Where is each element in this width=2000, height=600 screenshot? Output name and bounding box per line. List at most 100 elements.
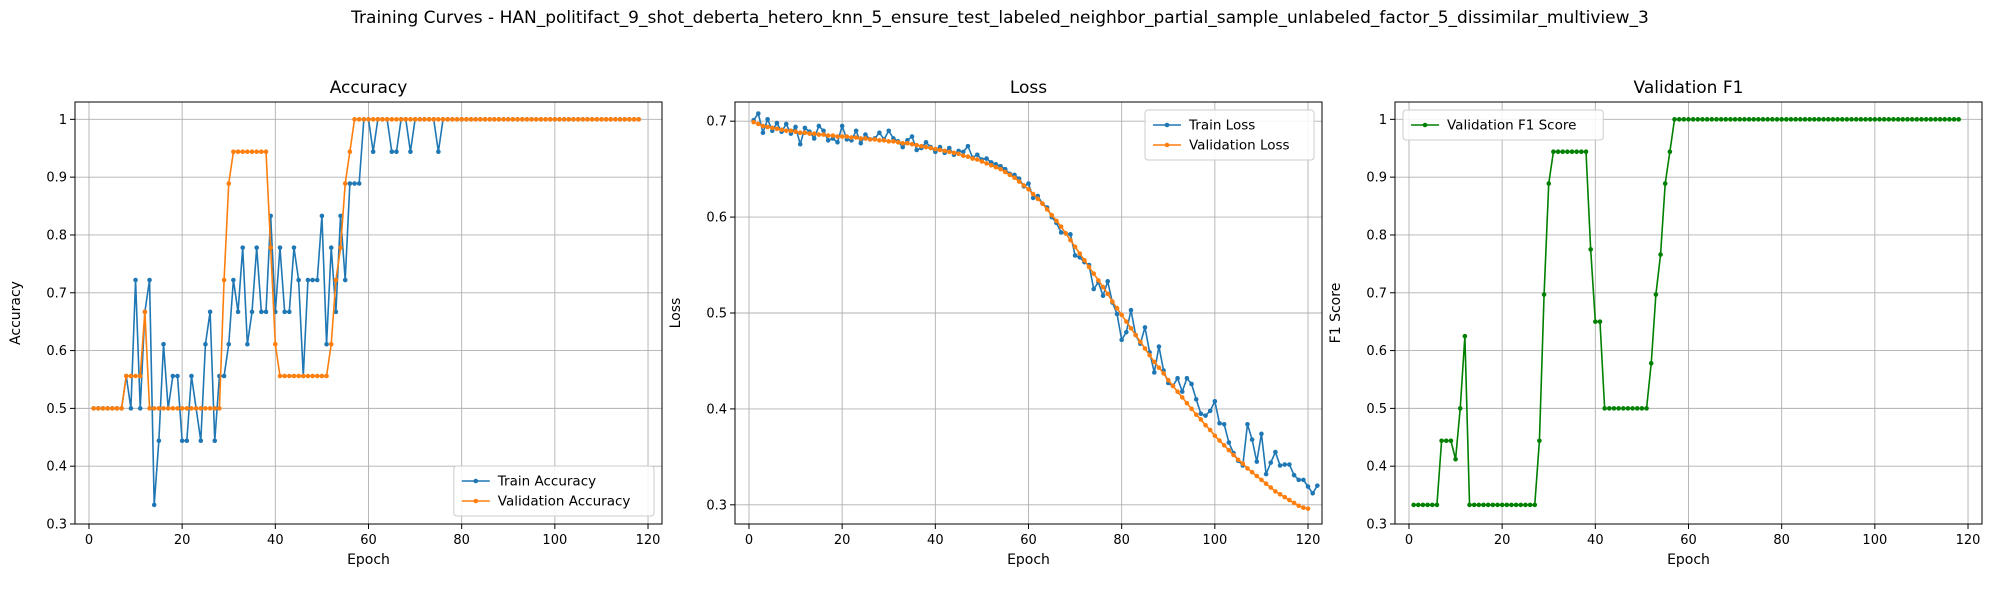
- y-tick-label: 0.6: [1366, 344, 1387, 359]
- series-point: [1909, 117, 1915, 122]
- series-point: [203, 341, 208, 347]
- series-point: [1648, 360, 1654, 366]
- series-point: [900, 144, 906, 150]
- series-point: [1597, 319, 1603, 324]
- series-point: [802, 130, 808, 135]
- series-point: [1881, 117, 1887, 122]
- series-point: [1212, 398, 1218, 404]
- series-point: [91, 406, 96, 411]
- series-point: [1217, 421, 1222, 426]
- series-point: [175, 406, 180, 411]
- series-point: [1513, 502, 1519, 508]
- series-point: [1867, 117, 1873, 122]
- series-point: [1420, 502, 1426, 508]
- y-axis-label: Accuracy: [8, 281, 24, 345]
- series-point: [408, 149, 413, 155]
- series-point: [1928, 117, 1934, 122]
- series-point: [487, 117, 492, 122]
- series-point: [1816, 117, 1822, 122]
- series-point: [245, 149, 250, 155]
- series-point: [1639, 406, 1645, 411]
- series-point: [1203, 422, 1208, 428]
- series-point: [816, 132, 822, 137]
- series-point: [1193, 412, 1199, 417]
- series-point: [956, 151, 961, 157]
- chart-title: Accuracy: [330, 78, 408, 98]
- series-point: [858, 136, 864, 141]
- series-point: [947, 145, 952, 151]
- series-point: [356, 181, 362, 186]
- series-point: [923, 144, 929, 150]
- series-point: [760, 130, 766, 135]
- series-point: [431, 117, 437, 122]
- series-point: [1490, 502, 1496, 508]
- series-point: [1453, 456, 1458, 462]
- series-point: [189, 373, 194, 379]
- series-point: [328, 245, 334, 250]
- series-point: [1058, 230, 1064, 235]
- series-point: [774, 126, 780, 132]
- series-point: [979, 159, 985, 164]
- series-point: [1415, 502, 1421, 508]
- series-point: [797, 141, 803, 147]
- series-point: [1310, 491, 1315, 496]
- series-point: [1221, 443, 1227, 448]
- series-point: [137, 373, 143, 379]
- series-point: [529, 117, 534, 122]
- series-point: [1560, 149, 1566, 155]
- series-point: [1532, 502, 1538, 508]
- series-point: [965, 154, 971, 159]
- x-axis-label: Epoch: [1667, 552, 1710, 568]
- series-point: [1895, 117, 1901, 122]
- y-tick-label: 1: [59, 113, 67, 128]
- series-point: [212, 406, 218, 411]
- series-point: [259, 149, 264, 155]
- series-point: [1481, 502, 1486, 508]
- series-point: [1863, 117, 1868, 122]
- series-point: [1825, 117, 1831, 122]
- series-point: [1128, 326, 1134, 331]
- chart-panel-2: 0 20 40 60 80 100 120 0.3 0.4 0.5 0.6 0.7 Loss Epoch L…: [668, 78, 1323, 568]
- series-point: [1821, 117, 1826, 122]
- series-point: [347, 181, 353, 186]
- series-point: [1425, 502, 1430, 508]
- series-point: [566, 117, 572, 122]
- series-point: [245, 341, 250, 347]
- series-point: [1555, 149, 1561, 155]
- series-point: [1138, 339, 1143, 345]
- series-point: [319, 373, 325, 379]
- series-point: [1151, 359, 1157, 365]
- x-tick-label: 80: [1113, 533, 1130, 548]
- series-point: [1504, 502, 1510, 508]
- series-point: [811, 131, 817, 136]
- series-point: [1147, 352, 1152, 358]
- series-point: [1476, 502, 1482, 508]
- series-point: [1030, 195, 1036, 201]
- x-tick-label: 40: [1587, 533, 1604, 548]
- series-point: [1203, 413, 1208, 418]
- series-point: [533, 117, 539, 122]
- series-point: [1114, 311, 1120, 317]
- series-point: [1462, 333, 1468, 339]
- series-point: [617, 117, 623, 122]
- series-point: [240, 149, 246, 155]
- series-point: [1049, 212, 1055, 218]
- series-point: [333, 277, 339, 283]
- series-point: [1179, 395, 1185, 400]
- x-tick-label: 120: [1296, 533, 1321, 548]
- series-point: [1291, 500, 1297, 506]
- series-point: [863, 132, 868, 137]
- series-point: [482, 117, 488, 122]
- series-point: [900, 140, 906, 146]
- series-point: [1305, 484, 1311, 489]
- x-tick-label: 100: [1202, 533, 1227, 548]
- series-point: [189, 406, 194, 411]
- series-point: [1551, 149, 1556, 155]
- y-tick-label: 0.4: [706, 402, 727, 417]
- x-tick-label: 40: [927, 533, 944, 548]
- series-point: [974, 152, 980, 158]
- series-point: [1658, 252, 1663, 257]
- series-point: [1287, 497, 1292, 503]
- series-point: [1212, 433, 1218, 439]
- series-point: [881, 138, 887, 143]
